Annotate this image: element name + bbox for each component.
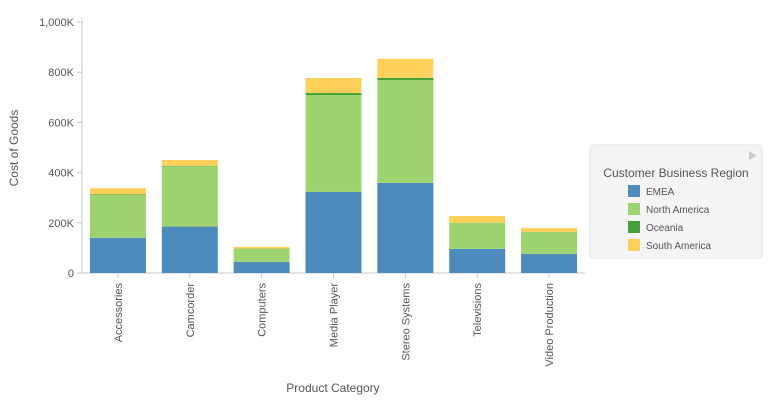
bar-segment [306,93,362,95]
legend-label: EMEA [646,187,675,198]
bar-segment [377,78,433,80]
legend-swatch [628,185,640,197]
legend-swatch [628,221,640,233]
bar-segment [377,183,433,273]
y-tick-label: 800K [48,67,74,79]
bar-segment [90,194,146,195]
bar-segment [449,249,505,273]
x-tick-label: Televisions [472,283,484,337]
bar-segment [306,78,362,93]
x-tick-label: Media Player [329,283,341,348]
legend-label: North America [646,205,710,216]
x-tick-label: Video Production [544,283,556,367]
bar-segment [449,216,505,223]
bar-segment [90,238,146,273]
y-tick-label: 600K [48,117,74,129]
x-tick-label: Accessories [113,283,125,343]
bar-segment [306,95,362,192]
legend-label: South America [646,241,711,252]
legend-swatch [628,239,640,251]
bar-segment [162,227,218,273]
bar-segment [90,195,146,238]
bar-segment [162,166,218,167]
legend-swatch [628,203,640,215]
bar-segment [162,160,218,166]
bar-segment [521,232,577,254]
bar-segment [449,223,505,249]
x-tick-label: Computers [257,283,269,337]
y-tick-label: 1,000K [39,17,75,29]
bar-segment [377,59,433,78]
x-axis-title: Product Category [286,381,379,395]
bar-segment [90,188,146,194]
bar-segment [521,228,577,232]
legend-label: Oceania [646,223,684,234]
bar-segment [377,80,433,183]
legend-title: Customer Business Region [603,166,748,180]
x-tick-label: Stereo Systems [400,283,412,361]
x-tick-label: Camcorder [185,283,197,338]
bar-segment [234,247,290,249]
bar-segment [162,166,218,226]
bar-segment [234,249,290,262]
y-tick-label: 0 [68,268,74,280]
y-axis-title: Cost of Goods [7,110,21,187]
bar-segment [234,262,290,273]
bar-segment [306,192,362,273]
y-tick-label: 400K [48,168,74,180]
y-tick-label: 200K [48,218,74,230]
bar-segment [521,254,577,273]
